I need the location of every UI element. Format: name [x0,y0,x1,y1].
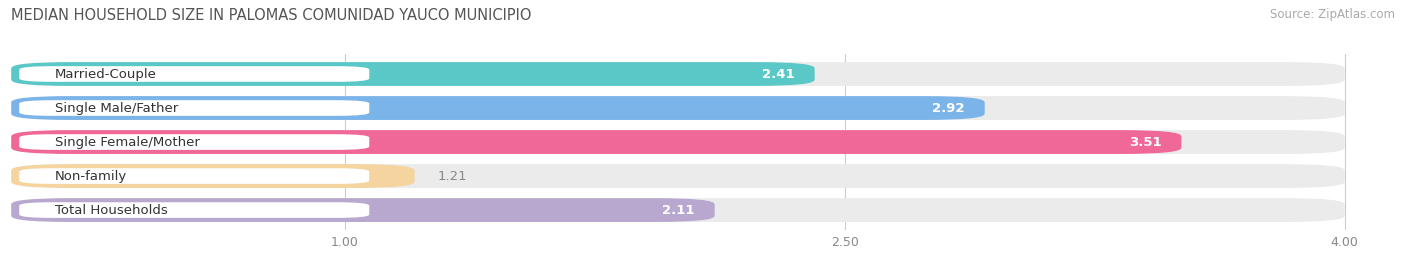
FancyBboxPatch shape [11,164,415,188]
FancyBboxPatch shape [11,198,1344,222]
Text: MEDIAN HOUSEHOLD SIZE IN PALOMAS COMUNIDAD YAUCO MUNICIPIO: MEDIAN HOUSEHOLD SIZE IN PALOMAS COMUNID… [11,8,531,23]
FancyBboxPatch shape [11,96,984,120]
Text: 3.51: 3.51 [1129,136,1161,148]
FancyBboxPatch shape [11,62,814,86]
Text: 2.92: 2.92 [932,102,965,114]
Text: Source: ZipAtlas.com: Source: ZipAtlas.com [1270,8,1395,21]
Text: 2.11: 2.11 [662,204,695,217]
Text: 2.41: 2.41 [762,68,794,80]
FancyBboxPatch shape [20,168,370,184]
FancyBboxPatch shape [20,202,370,218]
FancyBboxPatch shape [11,130,1181,154]
Text: Single Male/Father: Single Male/Father [55,102,177,114]
FancyBboxPatch shape [20,66,370,82]
Text: Single Female/Mother: Single Female/Mother [55,136,200,148]
Text: Non-family: Non-family [55,170,127,183]
FancyBboxPatch shape [11,96,1344,120]
FancyBboxPatch shape [11,198,714,222]
FancyBboxPatch shape [20,100,370,116]
FancyBboxPatch shape [11,62,1344,86]
FancyBboxPatch shape [20,134,370,150]
Text: Total Households: Total Households [55,204,167,217]
FancyBboxPatch shape [11,130,1344,154]
FancyBboxPatch shape [11,164,1344,188]
Text: Married-Couple: Married-Couple [55,68,156,80]
Text: 1.21: 1.21 [437,170,468,183]
